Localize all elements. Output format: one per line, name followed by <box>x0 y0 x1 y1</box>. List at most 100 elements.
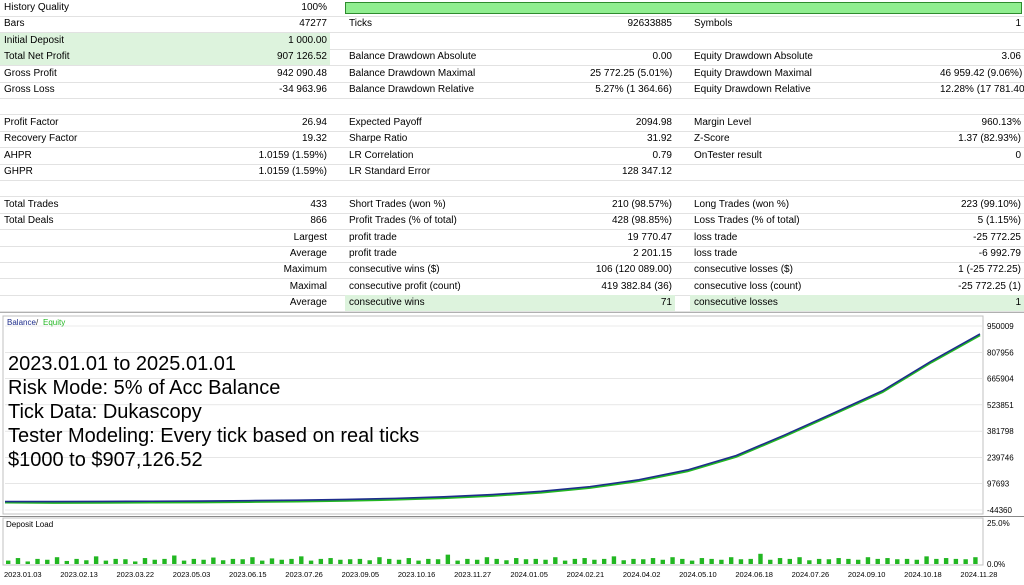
deposit-x-label: 2023.03.22 <box>117 570 155 579</box>
deposit-load-bar <box>689 560 695 564</box>
deposit-load-bar <box>35 558 40 564</box>
deposit-load-bar <box>162 558 167 564</box>
deposit-x-label: 2024.07.26 <box>792 570 830 579</box>
deposit-load-bar <box>807 560 812 564</box>
deposit-load-bar <box>181 560 187 564</box>
report-row <box>0 98 1024 116</box>
deposit-load-bar <box>338 559 343 564</box>
deposit-load-bar <box>279 559 284 564</box>
deposit-load-bar <box>592 559 597 564</box>
report-c-value: 960.13% <box>981 116 1021 128</box>
report-b-value: 128 347.12 <box>621 166 672 177</box>
report-b-value: 2 201.15 <box>633 248 672 259</box>
report-a-label <box>0 180 254 196</box>
deposit-load-bar <box>650 558 656 564</box>
deposit-load-bar <box>367 560 372 564</box>
report-a-value: 433 <box>310 198 327 210</box>
report-a-label <box>0 279 254 295</box>
report-row: Profit Factor 26.94 Expected Payoff 2094.98… <box>0 115 1024 132</box>
report-b-label: consecutive wins <box>345 295 594 312</box>
report-a-label <box>0 295 254 311</box>
overlay-note-line: Risk Mode: 5% of Acc Balance <box>8 377 281 399</box>
deposit-x-label: 2023.09.05 <box>342 570 380 579</box>
report-c-label: Long Trades (won %) <box>694 198 790 210</box>
report-a-label: History Quality <box>4 2 70 13</box>
deposit-load-bar <box>211 557 216 564</box>
report-row: Maximum consecutive wins ($) 106 (120 089.… <box>0 262 1024 280</box>
deposit-load-bar <box>533 558 538 564</box>
deposit-load-bar <box>904 558 910 564</box>
report-a-value: 907 126.52 <box>250 49 330 66</box>
deposit-load-bar <box>816 558 822 564</box>
balance-y-tick: 381798 <box>987 427 1014 436</box>
report-b-label: consecutive profit (count) <box>349 280 461 292</box>
deposit-load-bar <box>357 558 363 564</box>
deposit-load-bar <box>426 558 431 564</box>
deposit-load-bar <box>328 558 333 564</box>
report-c-label: consecutive losses ($) <box>694 264 793 276</box>
overlay-note-line: $1000 to $907,126.52 <box>8 449 203 471</box>
report-c-label: Symbols <box>694 18 733 30</box>
deposit-load-title: Deposit Load <box>6 520 53 529</box>
report-a-label: GHPR <box>4 166 33 177</box>
deposit-x-label: 2024.02.21 <box>567 570 605 579</box>
deposit-load-bar <box>347 559 353 564</box>
report-b-value: 0.00 <box>652 51 672 63</box>
report-b-label: Balance Drawdown Absolute <box>349 51 477 63</box>
deposit-load-bar <box>74 558 79 564</box>
report-a-label: Profit Factor <box>4 116 59 128</box>
deposit-load-bar <box>435 559 441 564</box>
deposit-load-bar <box>25 561 30 564</box>
report-c-label: consecutive losses <box>690 295 944 312</box>
deposit-load-bar <box>953 558 959 564</box>
deposit-load-bar <box>445 554 451 564</box>
report-c-label <box>690 33 944 49</box>
deposit-load-bar <box>660 559 665 564</box>
report-row: Average consecutive wins 71 consecutive los… <box>0 295 1024 313</box>
report-row: Gross Profit 942 090.48 Balance Drawdown M… <box>0 66 1024 83</box>
balance-y-tick: 523851 <box>987 401 1014 410</box>
report-b-label <box>345 0 594 16</box>
deposit-load-bar <box>670 557 675 564</box>
report-b-label: Expected Payoff <box>349 116 422 128</box>
report-b-value: 71 <box>590 295 675 312</box>
deposit-x-label: 2024.05.10 <box>679 570 717 579</box>
deposit-x-label: 2024.01.05 <box>510 570 548 579</box>
report-c-label: consecutive loss (count) <box>694 280 802 292</box>
deposit-load-bar <box>943 558 949 564</box>
report-a-label <box>0 230 254 246</box>
report-b-value: 2094.98 <box>635 116 672 128</box>
deposit-load-bar <box>865 557 871 564</box>
report-a-value: 1.0159 (1.59%) <box>258 166 327 177</box>
deposit-load-bar <box>523 559 529 564</box>
balance-chart-svg: 950009 807956 665904 523851 381798 239746 9769… <box>2 315 1014 515</box>
deposit-load-bar <box>484 557 490 564</box>
deposit-load-bar <box>895 559 900 564</box>
report-c-value: -25 772.25 (1) <box>958 280 1021 292</box>
report-c-value: 3.06 <box>1001 51 1021 63</box>
deposit-load-bar <box>250 557 255 564</box>
deposit-load-bar <box>54 557 60 564</box>
deposit-load-bar <box>641 559 646 564</box>
report-row: Largest profit trade 19 770.47 loss trade -2… <box>0 230 1024 247</box>
report-a-value: 866 <box>310 215 327 227</box>
deposit-load-bar <box>64 560 70 564</box>
deposit-x-label: 2023.11.27 <box>454 570 491 579</box>
deposit-load-bar <box>885 558 890 564</box>
report-b-value <box>590 98 675 114</box>
deposit-load-bar <box>680 558 685 564</box>
report-c-label: OnTester result <box>694 149 762 161</box>
report-c-value: 1 <box>940 295 1024 312</box>
deposit-x-label: 2023.10.16 <box>398 570 436 579</box>
report-a-label: Bars <box>4 18 25 30</box>
report-b-label: profit trade <box>349 231 397 243</box>
report-a-value: 1 000.00 <box>250 32 330 49</box>
report-c-value <box>940 98 1024 114</box>
deposit-load-bar <box>601 558 607 564</box>
report-b-label: Short Trades (won %) <box>349 198 446 210</box>
deposit-load-bar <box>553 557 558 564</box>
deposit-load-bar <box>230 558 236 564</box>
deposit-load-bar <box>84 560 89 564</box>
deposit-load-bar <box>582 558 587 564</box>
deposit-load-bar <box>562 560 568 564</box>
